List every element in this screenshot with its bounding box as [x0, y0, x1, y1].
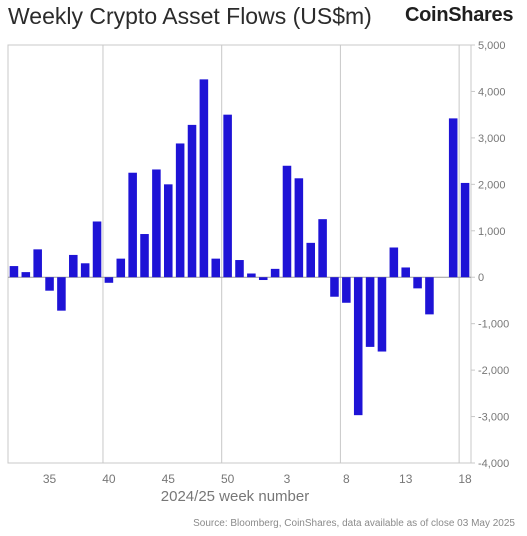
y-tick-label: -1,000	[478, 319, 509, 331]
y-tick-label: 3,000	[478, 133, 506, 145]
x-tick-label: 8	[343, 472, 350, 486]
bar	[413, 277, 422, 289]
bar	[448, 118, 458, 278]
bar	[282, 165, 292, 278]
bar	[247, 273, 256, 278]
chart-title: Weekly Crypto Asset Flows (US$m)	[8, 3, 372, 29]
bar	[33, 249, 42, 278]
bar	[389, 247, 399, 278]
y-tick-label: 2,000	[478, 179, 506, 191]
y-tick-label: -4,000	[478, 458, 509, 470]
bar	[80, 263, 90, 278]
bar	[306, 242, 316, 278]
x-tick-label: 45	[162, 472, 176, 486]
y-tick-label: -2,000	[478, 365, 509, 377]
bar	[223, 114, 232, 278]
y-tick-label: 4,000	[478, 86, 506, 98]
bar	[425, 277, 434, 315]
bar	[45, 277, 54, 291]
x-tick-label: 13	[399, 472, 413, 486]
bar	[342, 277, 351, 303]
x-tick-label: 40	[102, 472, 116, 486]
bar	[199, 79, 209, 278]
bar	[57, 277, 66, 311]
bar	[140, 234, 149, 278]
bar	[365, 277, 375, 347]
bar	[116, 258, 126, 278]
y-tick-label: 1,000	[478, 226, 506, 238]
bar	[401, 267, 410, 278]
bar	[128, 172, 137, 278]
bar	[318, 219, 327, 278]
bar	[330, 277, 339, 297]
bar	[187, 124, 197, 278]
bar	[353, 277, 363, 416]
bar	[163, 184, 173, 278]
y-tick-label: -3,000	[478, 412, 509, 424]
bar	[258, 277, 268, 281]
x-tick-label: 50	[221, 472, 235, 486]
bar	[92, 221, 102, 278]
coinshares-logo: CoinShares	[405, 4, 514, 26]
x-tick-label: 18	[458, 472, 472, 486]
bar	[9, 266, 19, 278]
bar	[152, 169, 161, 278]
bar	[21, 272, 31, 278]
bar	[104, 277, 114, 283]
bar	[69, 254, 78, 278]
bar	[294, 178, 304, 278]
source-note: Source: Bloomberg, CoinShares, data avai…	[193, 518, 515, 529]
plot-frame	[7, 44, 472, 464]
bar	[460, 182, 470, 278]
bar	[175, 143, 185, 278]
x-tick-label: 35	[43, 472, 57, 486]
y-tick-label: 5,000	[478, 40, 506, 52]
x-axis-title: 2024/25 week number	[160, 488, 310, 505]
bar	[270, 268, 280, 278]
bar	[377, 277, 387, 352]
bar	[211, 258, 221, 278]
x-tick-label: 3	[284, 472, 291, 486]
bar	[235, 260, 244, 278]
y-tick-label: 0	[478, 272, 484, 284]
